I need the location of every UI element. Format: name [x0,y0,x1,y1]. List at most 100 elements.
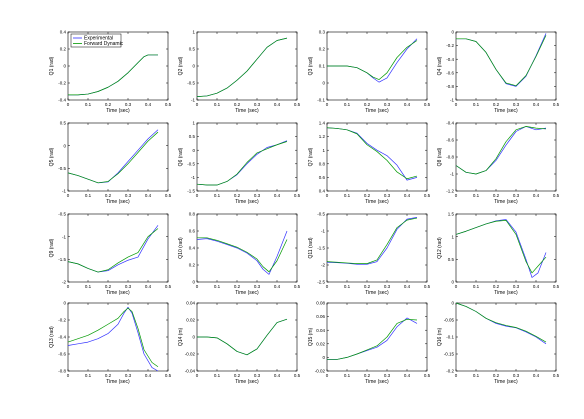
x-tick-label: 0.3 [384,102,391,107]
y-tick-label: -0.6 [58,352,66,357]
x-axis-label: Time (sec) [235,199,259,205]
x-tick-label: 0.2 [493,102,500,107]
x-tick-label: 0 [196,284,199,289]
plot-area [455,31,557,101]
x-tick-label: 0.1 [214,284,221,289]
y-tick-label: 0 [192,335,195,340]
y-tick-label: 1 [192,121,195,126]
y-axis-label: Q16 (m) [437,328,443,347]
y-tick-label: -0.6 [446,138,454,143]
subplot-9: 0 0.1 0.2 0.3 0.4 0.5 -2 -1.5 -1 -0.5 Time (sec) Q9… [49,212,172,296]
y-tick-label: 0.06 [316,314,325,319]
subplot-8: 0 0.1 0.2 0.3 0.4 0.5 -1.2 -1 -0.8 -0.6 -0.4 Time (… [437,121,560,205]
y-tick-label: -0.2 [446,43,454,48]
y-tick-label: -0.02 [315,369,326,374]
y-tick-label: 0.5 [189,134,196,139]
x-tick-label: 0.1 [85,373,92,378]
subplot-16: 0 0.1 0.2 0.3 0.4 0.5 -0.2 -0.15 -0.1 -0.05 0 Time … [437,301,560,385]
y-tick-label: 0.02 [186,318,195,323]
y-tick-label: -0.2 [58,81,66,86]
x-tick-label: 0.2 [364,193,371,198]
plot-area [67,302,169,372]
x-tick-label: 0.3 [254,102,261,107]
x-tick-label: 0.3 [513,102,520,107]
y-tick-label: -2 [62,280,66,285]
y-tick-label: -0.04 [185,369,196,374]
y-tick-label: 0 [192,64,195,69]
x-tick-label: 0.4 [145,373,152,378]
subplot-7: 0 0.1 0.2 0.3 0.4 0.5 0.4 0.6 0.8 1 1.2 1.4 Time (se… [308,121,431,205]
x-tick-label: 0.2 [493,193,500,198]
y-tick-label: -0.4 [446,121,454,126]
plot-area [196,122,298,192]
x-tick-label: 0 [455,373,458,378]
x-tick-label: 0.1 [473,373,480,378]
x-tick-label: 0.2 [105,193,112,198]
x-axis-label: Time (sec) [235,108,259,114]
y-tick-label: -0.05 [444,318,455,323]
x-axis-label: Time (sec) [365,379,389,385]
x-tick-label: 0 [67,373,70,378]
x-axis-label: Time (sec) [365,199,389,205]
y-tick-label: -0.8 [446,84,454,89]
x-tick-label: 0.3 [254,284,261,289]
series-line-forward-dynamic [67,131,159,184]
subplot-15: 0 0.1 0.2 0.3 0.4 0.5-0.0200.020.040.060.08Ti… [308,301,431,385]
x-tick-label: 0.4 [274,102,281,107]
x-tick-label: 0.5 [294,193,301,198]
series-line-forward-dynamic [455,126,547,175]
x-tick-label: 0.4 [404,373,411,378]
x-tick-label: 0.1 [344,102,351,107]
x-tick-label: 0.5 [424,284,431,289]
x-tick-label: 0.5 [424,102,431,107]
y-tick-label: -0.02 [185,352,196,357]
x-tick-label: 0.1 [344,193,351,198]
series-line-experimental [67,306,159,372]
y-tick-label: 0 [322,355,325,360]
y-tick-label: 0.6 [189,229,196,234]
x-axis-label: Time (sec) [365,290,389,296]
series-line-forward-dynamic [456,35,547,87]
y-tick-label: -1 [62,189,66,194]
x-tick-label: 0 [196,193,199,198]
x-tick-label: 0.1 [85,102,92,107]
x-tick-label: 0.3 [384,193,391,198]
x-tick-label: 0 [196,373,199,378]
x-tick-label: 0 [455,102,458,107]
x-tick-label: 0.3 [125,102,132,107]
x-axis-label: Time (sec) [494,379,518,385]
y-tick-label: 0.5 [60,121,67,126]
y-tick-label: 1 [322,148,325,153]
y-axis-label: Q2 (rad) [178,56,184,75]
x-tick-label: 0.1 [85,284,92,289]
y-axis-label: Q10 (rad) [178,237,184,259]
y-tick-label: 0 [63,64,66,69]
x-axis-label: Time (sec) [106,199,130,205]
x-tick-label: 0.5 [294,102,301,107]
x-tick-label: 0.2 [364,284,371,289]
y-tick-label: 0.08 [316,301,325,306]
x-axis-label: Time (sec) [494,290,518,296]
y-axis-label: Q14 (m) [178,328,184,347]
y-tick-label: 0.6 [319,175,326,180]
subplot-4: 0 0.1 0.2 0.3 0.4 0.5 -1 -0.8 -0.6 -0.4 -0.2 0 Time … [437,30,560,114]
series-line-forward-dynamic [196,141,288,186]
plot-area [196,302,298,372]
x-tick-label: 0 [455,193,458,198]
y-tick-label: -0.8 [446,155,454,160]
x-tick-label: 0.3 [513,373,520,378]
plot-area [67,122,169,192]
x-tick-label: 0.1 [344,284,351,289]
y-tick-label: 0.5 [189,47,196,52]
x-tick-label: 0.1 [473,102,480,107]
y-tick-label: -0.1 [317,98,325,103]
x-tick-label: 0.2 [234,102,241,107]
x-tick-label: 0 [196,102,199,107]
y-tick-label: -0.5 [187,161,195,166]
x-tick-label: 0.4 [533,193,540,198]
y-tick-label: 0 [63,301,66,306]
plot-area [455,122,557,192]
y-tick-label: -0.15 [444,352,455,357]
y-tick-label: 1 [451,234,454,239]
